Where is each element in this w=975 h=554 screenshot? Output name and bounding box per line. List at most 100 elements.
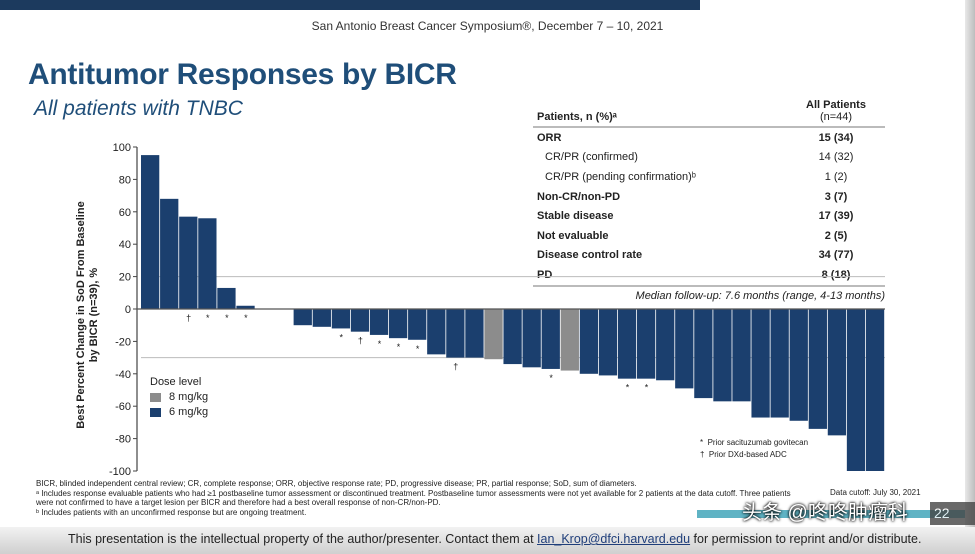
bar: [198, 218, 217, 309]
y-tick-label: 100: [113, 142, 131, 154]
bar: [579, 309, 599, 374]
row-label: Not evaluable: [537, 229, 609, 242]
dagger-icon: †: [700, 450, 705, 459]
bar: [751, 309, 770, 418]
bar: [656, 309, 675, 381]
bar: [560, 309, 579, 371]
asterisk-marker: *: [340, 332, 344, 342]
asterisk-marker: *: [645, 383, 649, 393]
row-value: 3 (7): [824, 190, 848, 203]
y-axis-label: Best Percent Change in SoD From Baseline…: [75, 160, 101, 470]
y-tick-label: -80: [115, 434, 131, 446]
bar: [217, 287, 236, 309]
row-value: 1 (2): [824, 170, 848, 183]
col-header-all: All Patients (n=44): [787, 93, 885, 128]
footer-band: [0, 527, 975, 554]
bar: [236, 305, 255, 309]
bar: [465, 309, 484, 358]
bar: [484, 309, 503, 360]
row-label: PD: [533, 265, 787, 287]
y-axis-label-line1: Best Percent Change in SoD From Baseline: [75, 201, 87, 429]
table-row: Non-CR/non-PD 3 (7): [533, 187, 885, 207]
bar: [389, 309, 408, 339]
table-row: ORR 15 (34): [533, 127, 885, 148]
legend-swatch-gray: [150, 392, 161, 402]
bar: [179, 216, 198, 309]
y-axis-label-line2: by BICR (n=39), %: [88, 267, 100, 363]
footnotes: BICR, blinded independent central review…: [36, 479, 796, 517]
y-tick-label: 40: [119, 239, 131, 251]
y-tick-label: -100: [109, 466, 131, 478]
legend-label: 6 mg/kg: [169, 406, 209, 418]
asterisk-marker: *: [244, 313, 248, 323]
watermark: 头条 @咚咚肿瘤科: [742, 502, 908, 524]
slide-frame: [965, 0, 975, 554]
bar: [446, 309, 465, 358]
row-value: 2 (5): [824, 229, 848, 242]
bar: [846, 309, 866, 471]
response-table: Patients, n (%)ᵃ All Patients (n=44) ORR 1…: [533, 93, 885, 287]
bar: [827, 309, 847, 436]
bar: [617, 309, 637, 379]
legend-label: 8 mg/kg: [169, 391, 209, 403]
y-tick-label: 80: [119, 174, 131, 186]
table-row: CR/PR (confirmed) 14 (32): [533, 148, 885, 168]
contact-email-link[interactable]: Ian_Krop@dfci.harvard.edu: [537, 532, 691, 546]
bar: [694, 309, 713, 399]
row-value: 8 (18): [787, 265, 885, 287]
col-header-line2: (n=44): [819, 111, 853, 123]
row-label: Non-CR/non-PD: [537, 190, 621, 203]
row-value: 15 (34): [818, 131, 854, 144]
slide-subtitle: All patients with TNBC: [34, 97, 243, 120]
asterisk-marker: *: [225, 313, 229, 323]
header-bar: [0, 0, 700, 10]
bar: [369, 309, 389, 335]
asterisk-marker: *: [416, 344, 420, 354]
conference-header: San Antonio Breast Cancer Symposium®, De…: [311, 19, 664, 33]
bar: [427, 309, 446, 355]
bar: [408, 309, 427, 340]
dagger-marker: †: [453, 362, 458, 372]
bar: [865, 309, 885, 471]
bar: [808, 309, 827, 429]
row-label: CR/PR (pending confirmation)ᵇ: [545, 170, 696, 183]
asterisk-icon: *: [700, 438, 704, 447]
asterisk-marker: *: [397, 342, 401, 352]
row-value: 34 (77): [818, 249, 854, 262]
row-label: Stable disease: [537, 210, 614, 223]
asterisk-marker: *: [206, 313, 210, 323]
bar: [141, 155, 160, 309]
table-row: Not evaluable 2 (5): [533, 226, 885, 246]
footnote-abbrev: BICR, blinded independent central review…: [36, 479, 637, 488]
marker-label: Prior DXd-based ADC: [708, 450, 787, 459]
bar: [312, 309, 331, 327]
data-cutoff: Data cutoff: July 30, 2021: [830, 488, 921, 497]
dose-legend: Dose level 8 mg/kg 6 mg/kg: [150, 376, 208, 418]
legend-item-6mg: 6 mg/kg: [150, 406, 208, 418]
median-followup: Median follow-up: 7.6 months (range, 4-1…: [635, 290, 885, 302]
bar: [713, 309, 732, 402]
notice-text: This presentation is the intellectual pr…: [68, 532, 538, 546]
row-value: 14 (32): [818, 151, 854, 164]
footnote-a: ᵃ Includes response evaluable patients w…: [36, 488, 791, 508]
row-label: ORR: [537, 131, 562, 144]
bar: [675, 309, 694, 389]
bar: [350, 309, 370, 332]
marker-legend: * Prior sacituzumab govitecan † Prior DX…: [700, 437, 808, 461]
table-row: PD 8 (18): [533, 265, 885, 287]
y-tick-label: 20: [119, 272, 131, 284]
table-row: CR/PR (pending confirmation)ᵇ 1 (2): [533, 167, 885, 187]
marker-legend-item: * Prior sacituzumab govitecan: [700, 437, 808, 449]
dagger-marker: †: [358, 336, 363, 346]
footer-accent-bar: [697, 510, 965, 518]
bar: [293, 309, 312, 326]
marker-legend-item: † Prior DXd-based ADC: [700, 449, 808, 461]
watermark-badge: 22: [930, 502, 975, 525]
row-label: CR/PR (confirmed): [545, 151, 638, 164]
bar: [598, 309, 618, 376]
dagger-marker: †: [186, 313, 191, 323]
row-label: Disease control rate: [537, 249, 643, 262]
legend-item-8mg: 8 mg/kg: [150, 391, 208, 403]
bar: [503, 309, 522, 365]
